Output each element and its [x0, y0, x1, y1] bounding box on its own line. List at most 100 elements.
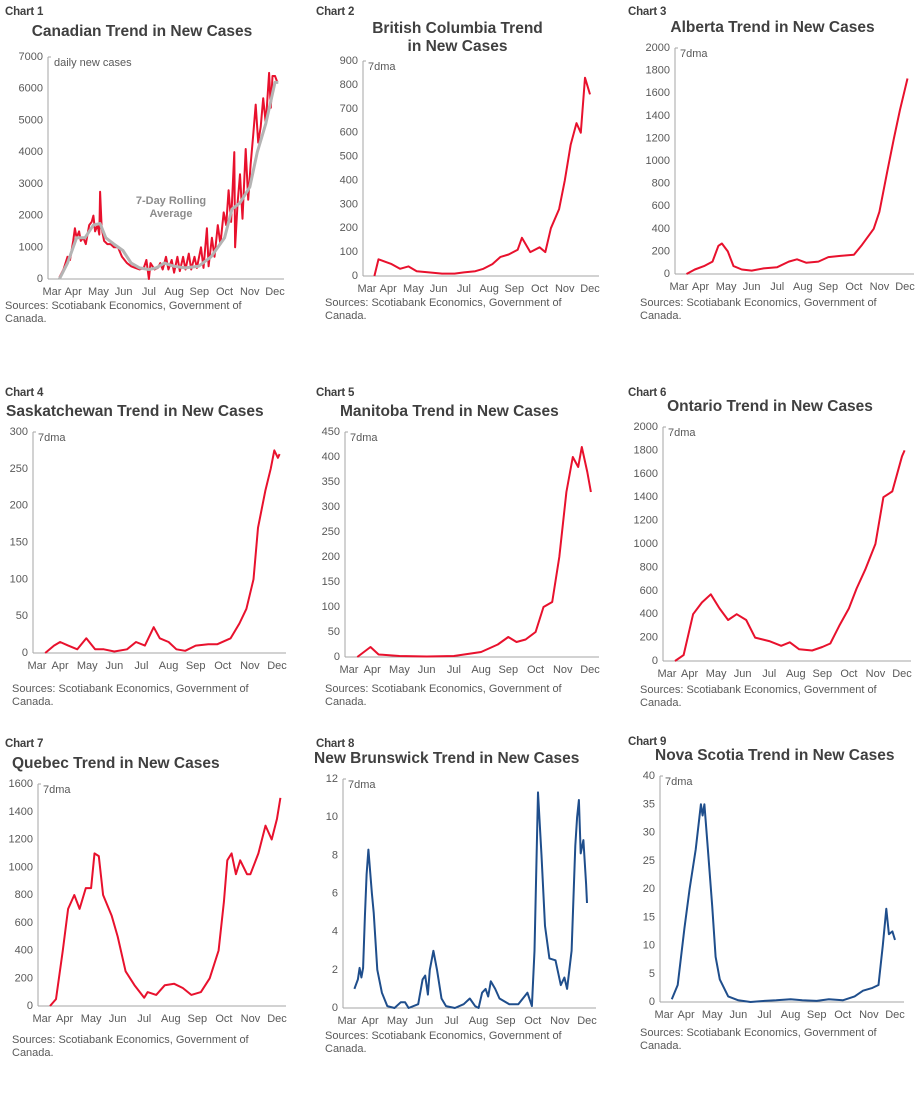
x-tick-label: Nov [553, 664, 573, 676]
sources-note: Sources: Scotiabank Economics, Governmen… [12, 1034, 249, 1059]
y-tick-label: 50 [16, 610, 28, 622]
y-tick-label: 300 [340, 198, 358, 210]
y-tick-label: 600 [640, 585, 658, 597]
x-tick-label: Oct [527, 664, 544, 676]
y-tick-label: 1800 [634, 444, 658, 456]
x-tick-label: Jul [447, 664, 461, 676]
unit-label: 7dma [350, 432, 378, 444]
y-tick-label: 350 [322, 476, 340, 488]
x-tick-label: May [702, 1009, 723, 1021]
x-tick-label: Mar [340, 664, 359, 676]
y-tick-label: 1000 [634, 538, 658, 550]
x-tick-label: Apr [362, 1015, 379, 1027]
y-tick-label: 0 [649, 996, 655, 1008]
x-tick-label: May [387, 1015, 408, 1027]
y-tick-label: 0 [652, 655, 658, 667]
y-tick-label: 0 [352, 270, 358, 282]
y-tick-label: 2 [332, 964, 338, 976]
sources-note: Sources: Scotiabank Economics, Governmen… [640, 297, 877, 322]
y-tick-label: 400 [15, 945, 33, 957]
x-tick-label: Mar [43, 286, 62, 298]
x-tick-label: Sep [819, 281, 839, 293]
unit-label: 7dma [348, 779, 376, 791]
y-tick-label: 400 [340, 174, 358, 186]
y-tick-label: 50 [328, 626, 340, 638]
chart-label: Chart 6 [628, 387, 667, 399]
chart-label: Chart 1 [5, 6, 44, 18]
x-tick-label: Aug [781, 1009, 801, 1021]
y-tick-label: 900 [340, 55, 358, 67]
x-tick-label: Nov [550, 1015, 570, 1027]
series-line [44, 449, 281, 654]
series-line [670, 803, 896, 1003]
chart-6: 0 200 400 600 800 1000 1200 1400 1600 1800 2000 Mar… [634, 421, 913, 680]
x-tick-label: May [716, 281, 737, 293]
y-tick-label: 20 [643, 883, 655, 895]
chart-5: 0 50 100 150 200 250 300 350 400 450 Mar Apr May Jun J… [322, 426, 601, 676]
chart-2: 0 100 200 300 400 500 600 700 800 900 Mar Apr May Jun… [340, 55, 601, 295]
x-tick-label: Jun [415, 1015, 433, 1027]
x-tick-label: Mar [658, 668, 677, 680]
x-tick-label: Nov [240, 286, 260, 298]
x-tick-label: Oct [215, 1013, 232, 1025]
series-line [49, 797, 282, 1007]
x-tick-label: Oct [840, 668, 857, 680]
y-tick-label: 200 [15, 972, 33, 984]
x-tick-label: Sep [186, 660, 206, 672]
x-tick-label: Nov [555, 283, 575, 295]
x-tick-label: Nov [866, 668, 886, 680]
y-tick-label: 40 [643, 770, 655, 782]
y-tick-label: 0 [37, 273, 43, 285]
x-tick-label: Oct [214, 660, 231, 672]
x-tick-label: Mar [28, 660, 47, 672]
x-tick-label: Nov [859, 1009, 879, 1021]
y-tick-label: 6000 [19, 83, 43, 95]
x-tick-label: Sep [505, 283, 525, 295]
chart-title: Canadian Trend in New Cases [31, 23, 253, 40]
y-tick-label: 300 [10, 426, 28, 438]
x-tick-label: Oct [531, 283, 548, 295]
x-tick-label: Jul [137, 1013, 151, 1025]
y-tick-label: 200 [10, 500, 28, 512]
y-tick-label: 700 [340, 103, 358, 115]
chart-label: Chart 7 [5, 738, 44, 750]
x-tick-label: May [706, 668, 727, 680]
x-tick-label: Jul [444, 1015, 458, 1027]
x-tick-label: Dec [892, 668, 912, 680]
x-tick-label: Sep [188, 1013, 208, 1025]
x-tick-label: Nov [240, 660, 260, 672]
x-tick-label: Mar [33, 1013, 52, 1025]
y-tick-label: 8 [332, 849, 338, 861]
x-tick-label: Aug [469, 1015, 489, 1027]
sources-note: Sources: Scotiabank Economics, Governmen… [325, 1030, 562, 1055]
x-tick-label: May [389, 664, 410, 676]
chart-title: Nova Scotia Trend in New Cases [655, 747, 895, 764]
y-tick-label: 35 [643, 798, 655, 810]
x-tick-label: Apr [678, 1009, 695, 1021]
x-tick-label: Jun [115, 286, 133, 298]
x-tick-label: Jun [105, 660, 123, 672]
x-tick-label: Dec [580, 283, 600, 295]
unit-label: 7dma [38, 432, 66, 444]
y-tick-label: 1800 [646, 65, 670, 77]
y-tick-label: 100 [322, 601, 340, 613]
y-tick-label: 1000 [19, 241, 43, 253]
y-tick-label: 30 [643, 827, 655, 839]
y-tick-label: 0 [27, 1000, 33, 1012]
chart-title: Ontario Trend in New Cases [667, 398, 873, 415]
x-tick-label: Sep [496, 1015, 516, 1027]
x-tick-label: Apr [56, 1013, 73, 1025]
y-tick-label: 10 [326, 811, 338, 823]
y-tick-label: 300 [322, 501, 340, 513]
x-tick-label: Jun [743, 281, 761, 293]
x-tick-label: Jun [430, 283, 448, 295]
unit-label: 7dma [668, 427, 696, 439]
x-tick-label: Apr [65, 286, 82, 298]
series-line [373, 76, 591, 277]
x-tick-label: Dec [267, 660, 287, 672]
x-tick-label: Jul [762, 668, 776, 680]
chart-label: Chart 5 [316, 387, 355, 399]
y-tick-label: 500 [340, 151, 358, 163]
rolling-average-annotation: 7-Day Rolling Average [136, 195, 206, 220]
x-tick-label: Sep [190, 286, 210, 298]
